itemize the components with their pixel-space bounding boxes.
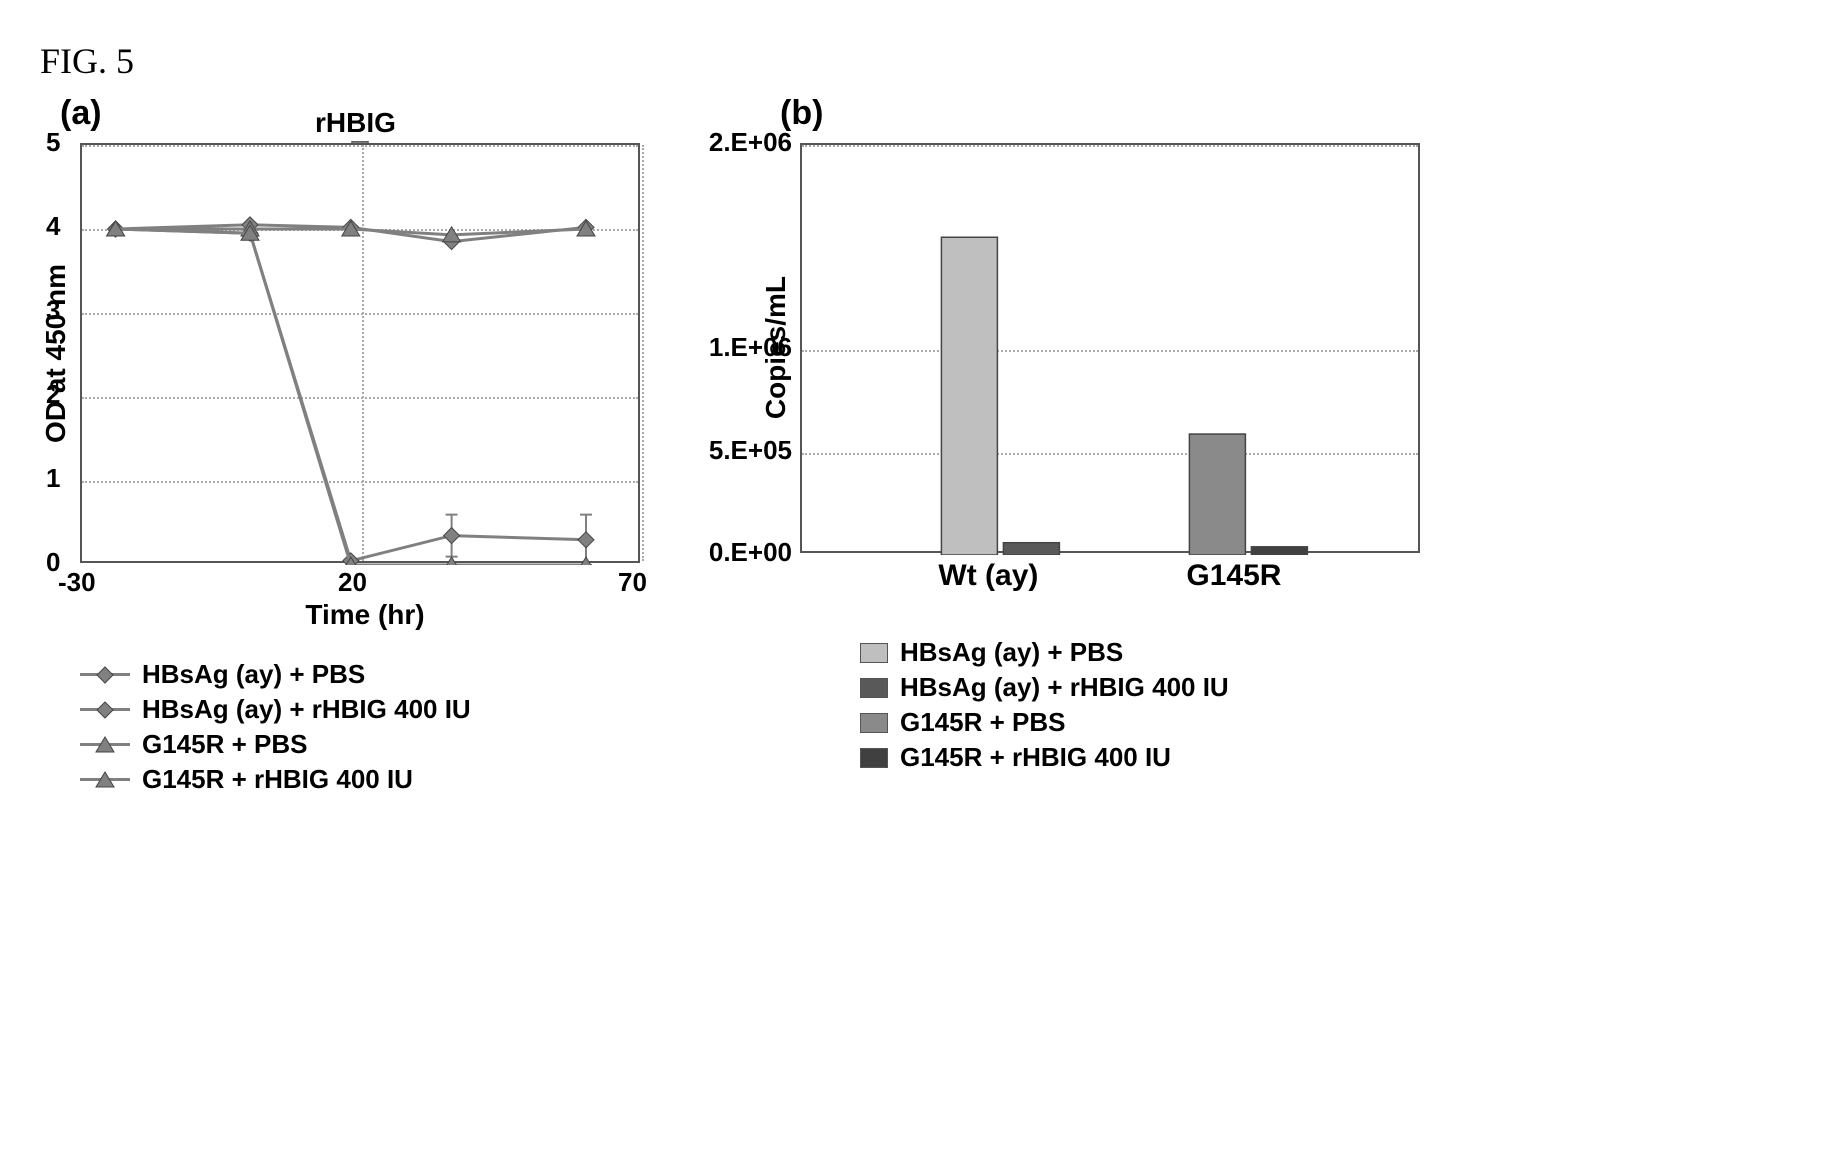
panel-a: (a) rHBIG OD at 450 nm 012345 -302070 Ti… xyxy=(40,94,640,799)
bar xyxy=(1251,547,1307,555)
legend-text: G145R + PBS xyxy=(142,729,307,760)
legend-text: HBsAg (ay) + PBS xyxy=(142,659,365,690)
legend-item: HBsAg (ay) + PBS xyxy=(860,637,1420,668)
legend-item: HBsAg (ay) + rHBIG 400 IU xyxy=(860,672,1420,703)
legend-swatch-icon xyxy=(860,748,888,768)
y-tick-label: 4 xyxy=(46,211,70,242)
legend-text: G145R + PBS xyxy=(900,707,1065,738)
x-tick-label: 20 xyxy=(338,567,367,598)
legend-text: HBsAg (ay) + rHBIG 400 IU xyxy=(900,672,1229,703)
panel-b: (b) Copies/mL 0.E+005.E+051.E+062.E+06 W… xyxy=(760,94,1420,777)
line-series xyxy=(116,229,586,561)
panel-a-x-axis-label: Time (hr) xyxy=(90,599,640,631)
legend-item: G145R + PBS xyxy=(80,729,640,760)
legend-marker-icon xyxy=(95,700,115,720)
data-marker xyxy=(444,528,460,544)
bar xyxy=(941,237,997,555)
legend-item: G145R + rHBIG 400 IU xyxy=(860,742,1420,773)
y-tick-label: 0.E+00 xyxy=(700,537,792,568)
legend-line-swatch xyxy=(80,743,130,746)
x-tick-label: -30 xyxy=(58,567,96,598)
legend-item: HBsAg (ay) + PBS xyxy=(80,659,640,690)
x-category-label: G145R xyxy=(1186,559,1281,593)
legend-text: HBsAg (ay) + PBS xyxy=(900,637,1123,668)
y-tick-label: 2.E+06 xyxy=(700,127,792,158)
panels-container: (a) rHBIG OD at 450 nm 012345 -302070 Ti… xyxy=(40,94,1784,799)
x-category-label: Wt (ay) xyxy=(938,559,1038,593)
legend-swatch-icon xyxy=(860,643,888,663)
figure-title: FIG. 5 xyxy=(40,40,1784,82)
y-tick-label: 5.E+05 xyxy=(700,435,792,466)
legend-swatch-icon xyxy=(860,678,888,698)
legend-item: G145R + rHBIG 400 IU xyxy=(80,764,640,795)
legend-line-swatch xyxy=(80,708,130,711)
panel-a-legend: HBsAg (ay) + PBS HBsAg (ay) + rHBIG 400 I… xyxy=(80,655,640,799)
legend-text: G145R + rHBIG 400 IU xyxy=(142,764,413,795)
data-marker xyxy=(578,532,594,548)
panel-b-label: (b) xyxy=(780,94,1420,133)
legend-text: HBsAg (ay) + rHBIG 400 IU xyxy=(142,694,471,725)
panel-b-chart xyxy=(800,143,1420,553)
legend-text: G145R + rHBIG 400 IU xyxy=(900,742,1171,773)
y-tick-label: 5 xyxy=(46,127,70,158)
x-tick-label: 70 xyxy=(618,567,647,598)
y-tick-label: 3 xyxy=(46,295,70,326)
legend-line-swatch xyxy=(80,673,130,676)
y-tick-label: 1.E+06 xyxy=(700,332,792,363)
bar xyxy=(1003,543,1059,555)
panel-a-y-axis-label: OD at 450 nm xyxy=(40,264,72,443)
grid-line xyxy=(642,145,644,561)
y-tick-label: 1 xyxy=(46,463,70,494)
panel-a-chart xyxy=(80,143,640,563)
panel-b-legend: HBsAg (ay) + PBS HBsAg (ay) + rHBIG 400 I… xyxy=(860,633,1420,777)
legend-marker-icon xyxy=(95,735,115,755)
legend-marker-icon xyxy=(95,770,115,790)
legend-item: G145R + PBS xyxy=(860,707,1420,738)
legend-swatch-icon xyxy=(860,713,888,733)
legend-marker-icon xyxy=(95,665,115,685)
legend-item: HBsAg (ay) + rHBIG 400 IU xyxy=(80,694,640,725)
bar xyxy=(1189,434,1245,555)
legend-line-swatch xyxy=(80,778,130,781)
line-series xyxy=(116,229,586,565)
y-tick-label: 2 xyxy=(46,379,70,410)
rhbig-annotation-label: rHBIG xyxy=(315,107,396,139)
